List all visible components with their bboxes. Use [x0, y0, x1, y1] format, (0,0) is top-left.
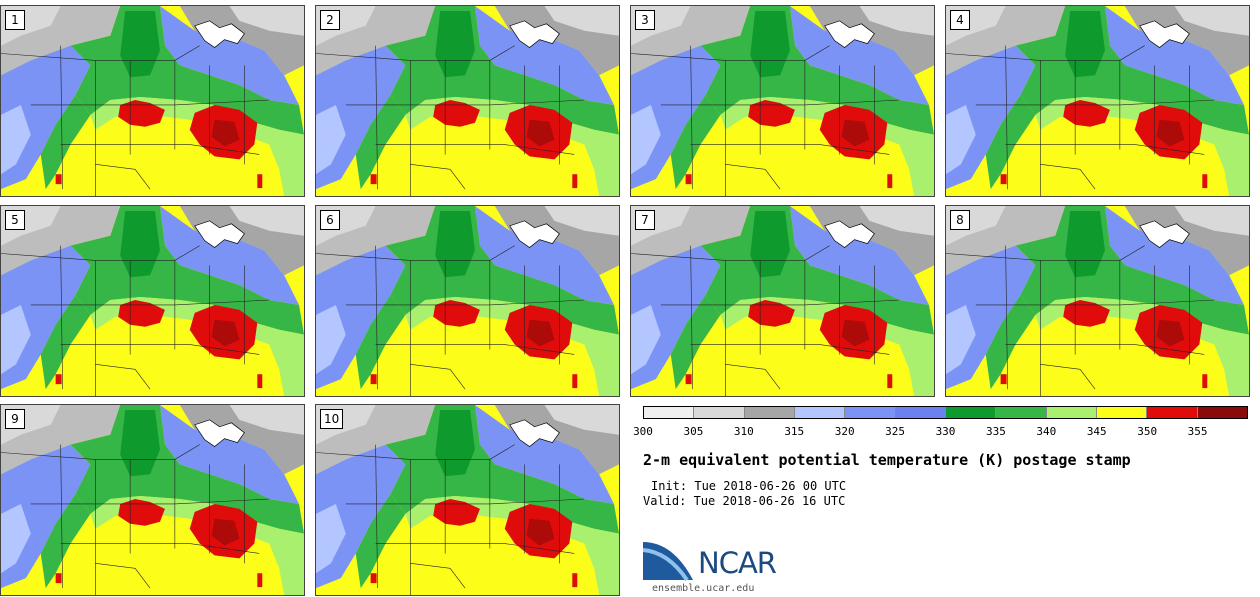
- colorbar: [643, 406, 1248, 419]
- member-number: 2: [320, 10, 340, 30]
- colorbar-tick-label: 340: [1036, 425, 1057, 438]
- theta-e-map: [1, 206, 304, 396]
- valid-time: Valid: Tue 2018-06-26 16 UTC: [643, 494, 846, 508]
- colorbar-swatch: [1197, 407, 1247, 418]
- colorbar-tick-label: 335: [985, 425, 1006, 438]
- colorbar-swatch: [744, 407, 795, 418]
- site-url[interactable]: ensemble.ucar.edu: [652, 583, 755, 594]
- colorbar-swatch: [1046, 407, 1097, 418]
- postage-stamp-map-9[interactable]: 9: [0, 404, 305, 596]
- theta-e-map: [946, 6, 1249, 196]
- member-number: 4: [950, 10, 970, 30]
- member-number: 6: [320, 210, 340, 230]
- page-title: 2-m equivalent potential temperature (K)…: [643, 451, 1131, 469]
- postage-stamp-map-8[interactable]: 8: [945, 205, 1250, 397]
- colorbar-swatch: [895, 407, 946, 418]
- postage-stamp-map-1[interactable]: 1: [0, 5, 305, 197]
- init-time: Init: Tue 2018-06-26 00 UTC: [651, 479, 847, 493]
- colorbar-tick-label: 300: [633, 425, 653, 438]
- colorbar-swatch: [794, 407, 846, 418]
- colorbar-tick-label: 315: [784, 425, 805, 438]
- member-number: 3: [635, 10, 655, 30]
- colorbar-tick-label: 345: [1086, 425, 1107, 438]
- colorbar-swatch: [644, 407, 695, 418]
- colorbar-tick-label: 330: [935, 425, 956, 438]
- theta-e-map: [316, 6, 619, 196]
- colorbar-swatch: [694, 407, 745, 418]
- member-number: 7: [635, 210, 655, 230]
- member-number: 8: [950, 210, 970, 230]
- colorbar-swatch: [845, 407, 896, 418]
- theta-e-map: [316, 405, 619, 595]
- ncar-wordmark: NCAR: [698, 546, 777, 580]
- member-number: 9: [5, 409, 25, 429]
- ncar-swoosh-icon: [643, 540, 695, 582]
- postage-stamp-map-6[interactable]: 6: [315, 205, 620, 397]
- colorbar-tick-label: 355: [1187, 425, 1208, 438]
- postage-stamp-map-5[interactable]: 5: [0, 205, 305, 397]
- postage-stamp-map-2[interactable]: 2: [315, 5, 620, 197]
- colorbar-swatch: [996, 407, 1047, 418]
- theta-e-map: [631, 6, 934, 196]
- member-number: 1: [5, 10, 25, 30]
- theta-e-map: [946, 206, 1249, 396]
- postage-stamp-map-7[interactable]: 7: [630, 205, 935, 397]
- colorbar-tick-label: 310: [733, 425, 754, 438]
- colorbar-swatch: [945, 407, 997, 418]
- postage-stamp-map-10[interactable]: 10: [315, 404, 620, 596]
- colorbar-swatch: [1096, 407, 1148, 418]
- member-number: 10: [320, 409, 344, 429]
- colorbar-swatch: [1147, 407, 1198, 418]
- colorbar-tick-label: 305: [683, 425, 704, 438]
- ncar-logo[interactable]: NCAR: [643, 540, 793, 584]
- postage-stamp-map-3[interactable]: 3: [630, 5, 935, 197]
- theta-e-map: [631, 206, 934, 396]
- colorbar-tick-label: 350: [1137, 425, 1158, 438]
- member-number: 5: [5, 210, 25, 230]
- colorbar-tick-label: 325: [885, 425, 906, 438]
- postage-stamp-map-4[interactable]: 4: [945, 5, 1250, 197]
- colorbar-tick-label: 320: [834, 425, 855, 438]
- theta-e-map: [1, 405, 304, 595]
- theta-e-map: [316, 206, 619, 396]
- theta-e-map: [1, 6, 304, 196]
